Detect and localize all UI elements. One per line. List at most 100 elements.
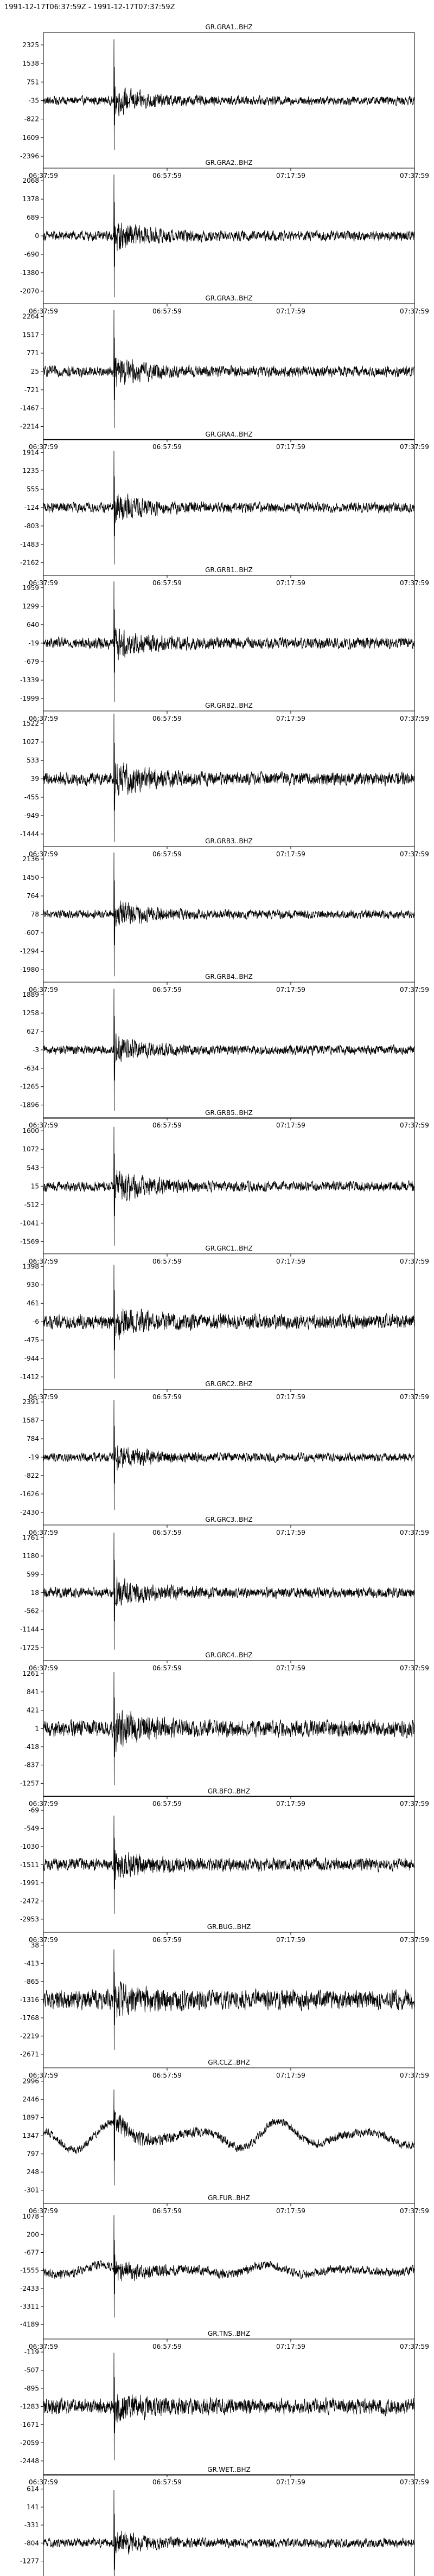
waveform-trace (43, 1949, 415, 2050)
y-tick-label: -837 (24, 1761, 39, 1769)
x-tick-label: 07:17:59 (276, 1529, 305, 1536)
waveform-trace (43, 174, 415, 298)
x-tick-label: 07:17:59 (276, 307, 305, 315)
y-tick-label: 1347 (22, 2132, 39, 2139)
y-tick-label: -1316 (20, 1996, 39, 2003)
x-tick-label: 07:17:59 (276, 715, 305, 722)
y-tick-label: -949 (24, 812, 39, 819)
trace-panel: GR.FUR..BHZ 1078 200 -677 -1555 -2433 -3311 -41… (20, 2194, 429, 2350)
panel-title: GR.GRC2..BHZ (205, 1380, 252, 1388)
y-tick-label: -2671 (20, 2050, 39, 2058)
y-tick-label: 2136 (22, 855, 39, 863)
y-tick-label: 1538 (22, 60, 39, 67)
y-tick-label: -1277 (20, 2557, 39, 2565)
x-tick-label: 06:57:59 (152, 307, 182, 315)
y-tick-label: -1339 (20, 676, 39, 684)
y-tick-label: 1517 (22, 331, 39, 338)
trace-panel: GR.CLZ..BHZ 2996 2446 1897 1347 797 248 -301 06:… (22, 2059, 429, 2215)
panel-title: GR.GRC3..BHZ (205, 1516, 252, 1523)
waveform-trace (43, 1671, 415, 1785)
y-tick-label: -822 (24, 116, 39, 123)
y-tick-label: -301 (24, 2187, 39, 2194)
y-tick-label: 2996 (22, 2078, 39, 2085)
y-tick-label: -1750 (20, 2575, 39, 2576)
y-tick-label: -2448 (20, 2457, 39, 2465)
page-title: 1991-12-17T06:37:59Z - 1991-12-17T07:37:… (4, 3, 175, 11)
x-tick-label: 06:57:59 (152, 172, 182, 180)
y-tick-label: 555 (27, 485, 39, 493)
panel-title: GR.GRA2..BHZ (205, 159, 252, 166)
y-tick-label: -2214 (20, 423, 39, 431)
x-tick-label: 07:17:59 (276, 443, 305, 451)
y-tick-label: 1180 (22, 1552, 39, 1560)
y-tick-label: -1555 (20, 2267, 39, 2274)
x-tick-label: 07:17:59 (276, 2072, 305, 2079)
y-tick-label: -69 (28, 1806, 39, 1814)
y-tick-label: -1144 (20, 1626, 39, 1633)
waveform-trace (43, 2089, 415, 2186)
x-tick-label: 06:57:59 (152, 715, 182, 722)
y-tick-label: -19 (28, 639, 39, 647)
waveform-trace (43, 2353, 415, 2460)
x-tick-label: 06:57:59 (152, 850, 182, 858)
y-tick-label: -2219 (20, 2032, 39, 2040)
x-tick-label: 06:57:59 (152, 2343, 182, 2350)
y-tick-label: -35 (28, 97, 39, 104)
y-tick-label: -2059 (20, 2439, 39, 2446)
y-tick-label: -1467 (20, 405, 39, 412)
y-tick-label: -4189 (20, 2321, 39, 2328)
y-tick-label: -804 (24, 2539, 39, 2547)
y-tick-label: -1999 (20, 695, 39, 702)
x-tick-label: 07:17:59 (276, 1936, 305, 1944)
y-tick-label: 784 (27, 1435, 39, 1443)
y-tick-label: 1450 (22, 874, 39, 881)
panel-title: GR.GRC4..BHZ (205, 1651, 252, 1659)
y-tick-label: 2264 (22, 312, 39, 320)
x-tick-label: 06:57:59 (152, 986, 182, 994)
y-tick-label: -1991 (20, 1879, 39, 1887)
panel-title: GR.GRB4..BHZ (205, 973, 253, 981)
x-tick-label: 07:17:59 (276, 172, 305, 180)
y-tick-label: 1235 (22, 467, 39, 475)
y-tick-label: 1258 (22, 1009, 39, 1017)
trace-panel: GR.GRB3..BHZ 2136 1450 764 78 -607 -1294 -1980 0… (20, 837, 429, 994)
x-tick-label: 06:57:59 (152, 1393, 182, 1401)
y-tick-label: -1444 (20, 830, 39, 838)
y-tick-label: -1265 (20, 1083, 39, 1091)
trace-panel: GR.TNS..BHZ -119 -507 -895 -1283 -1671 -2059 -2… (20, 2330, 429, 2486)
y-tick-label: 1078 (22, 2213, 39, 2220)
y-tick-label: -2162 (20, 559, 39, 567)
y-tick-label: -6 (33, 1318, 39, 1325)
panel-title: GR.BFO..BHZ (208, 1787, 250, 1795)
trace-panel: GR.WET..BHZ614141-331-804-1277-1750-2223… (20, 2466, 415, 2576)
y-tick-label: 141 (27, 2503, 39, 2511)
y-tick-label: -1626 (20, 1490, 39, 1498)
y-tick-label: -413 (24, 1959, 39, 1967)
x-tick-label: 07:17:59 (276, 1258, 305, 1265)
panel-title: GR.CLZ..BHZ (208, 2059, 250, 2066)
y-tick-label: -803 (24, 522, 39, 530)
y-tick-label: 1914 (22, 448, 39, 456)
y-tick-label: -607 (24, 929, 39, 937)
x-tick-label: 07:17:59 (276, 1393, 305, 1401)
y-tick-label: 1 (35, 1725, 39, 1732)
y-tick-label: -1725 (20, 1644, 39, 1651)
waveform-trace (43, 713, 415, 842)
y-tick-label: 533 (27, 757, 39, 764)
y-tick-label: 25 (31, 368, 39, 375)
y-tick-label: -895 (24, 2385, 39, 2392)
y-tick-label: 1398 (22, 1263, 39, 1270)
y-tick-label: -2430 (20, 1509, 39, 1516)
y-tick-label: 1027 (22, 738, 39, 746)
y-tick-label: -679 (24, 658, 39, 665)
x-tick-label: 06:57:59 (152, 1122, 182, 1129)
y-tick-label: 1522 (22, 720, 39, 727)
x-tick-label: 07:17:59 (276, 2478, 305, 2486)
x-tick-label: 07:17:59 (276, 2343, 305, 2350)
x-tick-label: 06:57:59 (152, 2072, 182, 2079)
trace-panel: GR.GRB4..BHZ 1889 1258 627 -3 -634 -1265 -1896 0… (20, 973, 429, 1129)
y-tick-label: 1378 (22, 195, 39, 203)
y-tick-label: 2068 (22, 177, 39, 184)
trace-panel: GR.GRA1..BHZ 2325 1538 751 -35 -822 -1609 -2396… (20, 23, 429, 180)
x-tick-label: 06:57:59 (152, 1664, 182, 1672)
